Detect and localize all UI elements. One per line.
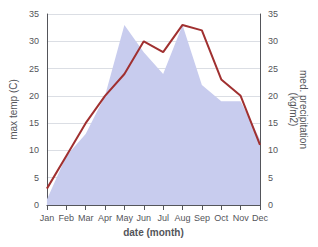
svg-text:med. precipitation: med. precipitation <box>298 70 310 149</box>
svg-text:5: 5 <box>34 173 39 183</box>
svg-text:30: 30 <box>268 36 278 46</box>
svg-text:Jan: Jan <box>40 213 55 223</box>
svg-text:15: 15 <box>29 118 39 128</box>
svg-text:May: May <box>116 213 134 223</box>
svg-text:Apr: Apr <box>98 213 112 223</box>
svg-text:25: 25 <box>268 64 278 74</box>
svg-text:25: 25 <box>29 64 39 74</box>
svg-text:Jul: Jul <box>157 213 169 223</box>
svg-text:date (month): date (month) <box>123 227 184 238</box>
svg-text:max temp (C): max temp (C) <box>8 79 19 140</box>
svg-text:0: 0 <box>34 200 39 210</box>
svg-text:35: 35 <box>29 9 39 19</box>
svg-text:Oct: Oct <box>214 213 229 223</box>
svg-text:35: 35 <box>268 9 278 19</box>
svg-text:Mar: Mar <box>78 213 94 223</box>
svg-text:0: 0 <box>268 200 273 210</box>
svg-text:30: 30 <box>29 36 39 46</box>
svg-text:(kg/m2): (kg/m2) <box>288 93 299 127</box>
svg-text:Jun: Jun <box>137 213 152 223</box>
svg-text:Sep: Sep <box>194 213 210 223</box>
svg-text:Dec: Dec <box>252 213 269 223</box>
svg-text:Feb: Feb <box>59 213 75 223</box>
svg-text:10: 10 <box>268 145 278 155</box>
svg-text:Nov: Nov <box>233 213 250 223</box>
svg-text:15: 15 <box>268 118 278 128</box>
svg-text:20: 20 <box>29 91 39 101</box>
svg-text:20: 20 <box>268 91 278 101</box>
svg-text:Aug: Aug <box>175 213 191 223</box>
svg-text:10: 10 <box>29 145 39 155</box>
svg-text:5: 5 <box>268 173 273 183</box>
